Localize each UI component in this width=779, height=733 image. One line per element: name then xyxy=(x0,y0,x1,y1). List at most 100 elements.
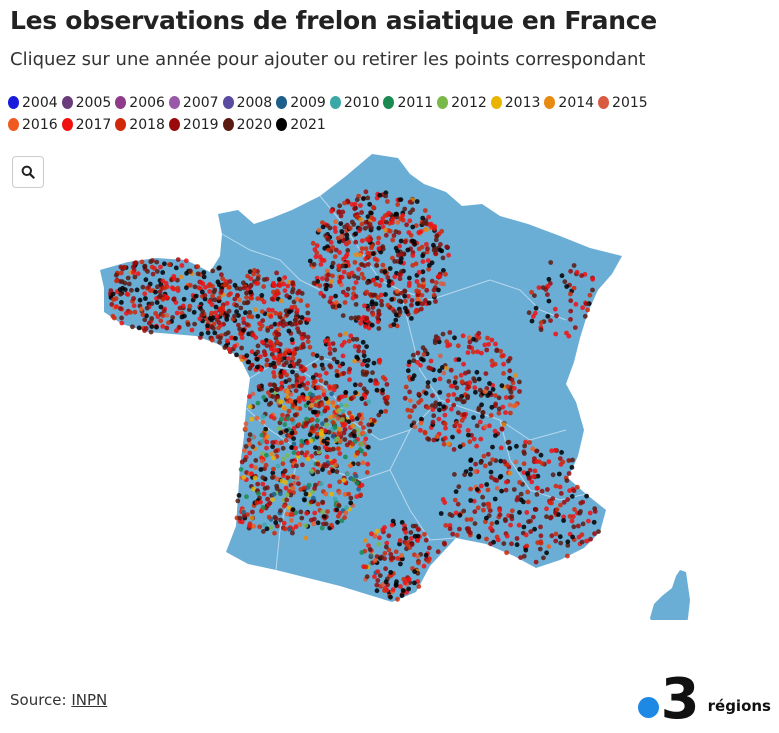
legend-item-2008[interactable]: 2008 xyxy=(222,92,272,114)
observation-point xyxy=(466,526,471,532)
region-border xyxy=(221,233,321,291)
legend-item-2021[interactable]: 2021 xyxy=(276,114,326,136)
legend-item-2014[interactable]: 2014 xyxy=(544,92,594,114)
observation-point xyxy=(348,495,354,501)
observation-point xyxy=(281,281,286,287)
legend-dot-2017 xyxy=(61,118,73,131)
observation-point xyxy=(353,473,359,479)
observation-point xyxy=(187,303,193,309)
observation-point xyxy=(340,209,346,215)
observation-point xyxy=(351,429,357,434)
observation-point xyxy=(579,273,584,278)
observation-point xyxy=(226,308,232,314)
observation-point xyxy=(272,514,278,520)
observation-point xyxy=(234,352,239,358)
legend-item-2005[interactable]: 2005 xyxy=(61,92,111,114)
observation-point xyxy=(545,313,551,319)
observation-point xyxy=(409,316,414,321)
observation-point xyxy=(490,457,495,462)
observation-point xyxy=(426,545,432,551)
observation-point xyxy=(336,263,342,269)
observation-point xyxy=(195,264,201,269)
observation-point xyxy=(536,285,542,290)
observation-point xyxy=(393,312,399,318)
legend-item-2016[interactable]: 2016 xyxy=(8,114,58,136)
observation-point xyxy=(541,555,546,561)
observation-point xyxy=(490,363,495,368)
legend-item-2007[interactable]: 2007 xyxy=(168,92,219,114)
observation-point xyxy=(544,506,549,512)
observation-point xyxy=(261,491,267,497)
observation-point xyxy=(468,486,473,492)
legend-item-2015[interactable]: 2015 xyxy=(598,92,648,114)
observation-point xyxy=(350,336,356,342)
observation-point xyxy=(337,203,343,209)
observation-point xyxy=(438,511,444,516)
observation-point xyxy=(210,268,216,274)
observation-point xyxy=(323,521,329,527)
observation-point xyxy=(282,288,288,293)
observation-point xyxy=(476,330,482,336)
observation-point xyxy=(385,199,390,204)
observation-point xyxy=(255,276,261,282)
observation-point xyxy=(388,570,394,575)
observation-point xyxy=(504,479,509,485)
observation-point xyxy=(345,286,351,292)
observation-point xyxy=(308,517,314,523)
legend-item-2012[interactable]: 2012 xyxy=(437,92,487,114)
legend-item-2006[interactable]: 2006 xyxy=(115,92,165,114)
observation-point xyxy=(424,241,429,247)
observation-point xyxy=(278,374,284,379)
observation-point xyxy=(136,325,142,331)
observation-point xyxy=(169,285,175,291)
observation-point xyxy=(322,408,328,414)
legend-item-2017[interactable]: 2017 xyxy=(61,114,111,136)
legend-item-2018[interactable]: 2018 xyxy=(115,114,165,136)
observation-point xyxy=(158,304,164,310)
observation-point xyxy=(207,289,213,294)
legend-item-2009[interactable]: 2009 xyxy=(276,92,326,114)
observation-point xyxy=(296,422,302,427)
observation-point xyxy=(485,487,491,493)
observation-point xyxy=(114,304,119,309)
legend-item-2010[interactable]: 2010 xyxy=(329,92,379,114)
legend-item-2011[interactable]: 2011 xyxy=(383,92,433,114)
observation-point xyxy=(296,395,302,401)
observation-point xyxy=(342,300,348,305)
observation-point xyxy=(466,432,471,438)
observation-point xyxy=(181,296,187,302)
observation-point xyxy=(150,271,156,277)
observation-point xyxy=(418,427,423,433)
observation-point xyxy=(409,298,415,303)
observation-point xyxy=(249,463,254,469)
observation-point xyxy=(445,398,451,404)
observation-point xyxy=(316,227,322,233)
observation-point xyxy=(341,477,347,483)
observation-point xyxy=(266,307,271,313)
source-link[interactable]: INPN xyxy=(71,691,108,709)
legend-item-2020[interactable]: 2020 xyxy=(222,114,272,136)
observation-point xyxy=(386,210,392,216)
observation-point xyxy=(369,225,374,231)
observation-point xyxy=(453,375,459,380)
observation-point xyxy=(247,432,253,437)
observation-point xyxy=(348,333,354,339)
legend-item-2004[interactable]: 2004 xyxy=(8,92,58,114)
observation-point xyxy=(346,419,352,424)
observation-point xyxy=(238,305,244,311)
observation-point xyxy=(450,434,455,440)
observation-point xyxy=(148,288,153,293)
observation-point xyxy=(508,522,513,528)
observation-point xyxy=(380,262,386,268)
observation-point xyxy=(379,554,384,560)
observation-point xyxy=(434,233,440,239)
zoom-button[interactable] xyxy=(12,156,44,188)
legend-item-2013[interactable]: 2013 xyxy=(490,92,540,114)
france-map[interactable] xyxy=(0,140,779,620)
legend-item-2019[interactable]: 2019 xyxy=(168,114,219,136)
observation-point xyxy=(521,524,527,530)
observation-point xyxy=(330,420,336,425)
observation-point xyxy=(408,536,414,541)
observation-point xyxy=(347,377,352,383)
observation-point xyxy=(488,413,494,418)
